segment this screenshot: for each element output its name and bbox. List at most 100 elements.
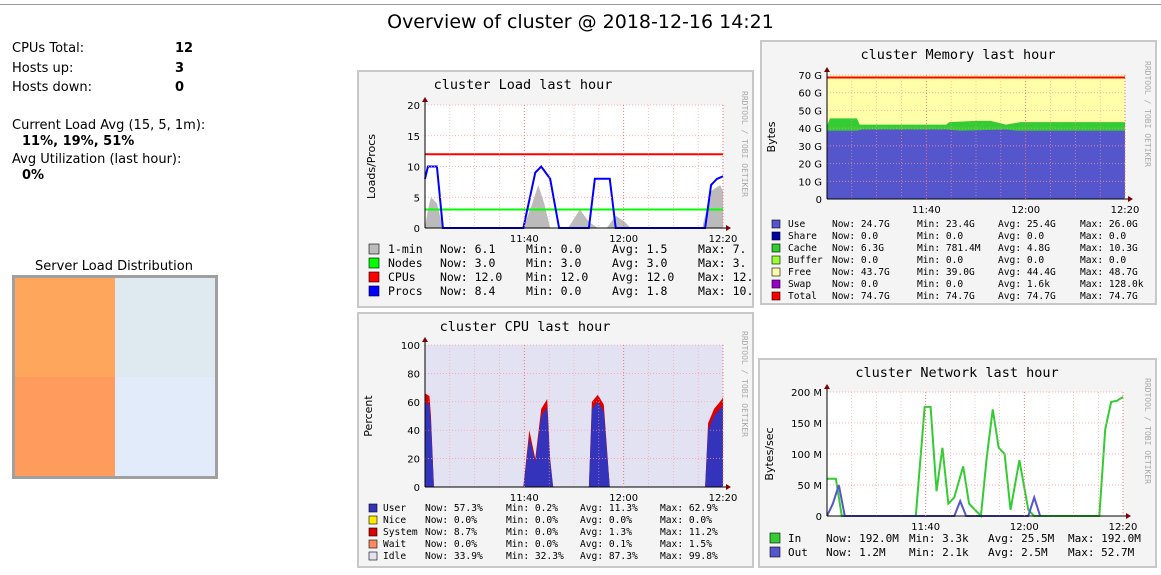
cpu-legend-swatch bbox=[368, 503, 378, 513]
network-xtick: 11:40 bbox=[911, 522, 940, 533]
load-legend-swatch bbox=[368, 285, 380, 297]
memory-legend-swatch bbox=[771, 267, 781, 277]
cpu-legend-max: Max: 1.5% bbox=[660, 539, 712, 550]
cluster-memory-graph[interactable]: cluster Memory last hour RRDTOOL / TOBI O… bbox=[760, 40, 1157, 305]
memory-legend-max: Max: 26.0G bbox=[1080, 219, 1138, 230]
hosts-up-value: 3 bbox=[175, 60, 185, 76]
cpu-ylabel: Percent bbox=[362, 395, 375, 437]
memory-legend-now: Now: 6.3G bbox=[832, 243, 884, 254]
load-svg: cluster Load last hour RRDTOOL / TOBI OET… bbox=[365, 77, 752, 298]
network-legend-avg: Avg: 25.5M bbox=[988, 532, 1055, 545]
memory-title: cluster Memory last hour bbox=[860, 47, 1055, 63]
cpu-legend-max: Max: 0.0% bbox=[660, 515, 712, 526]
server-load-distribution-map bbox=[12, 275, 218, 479]
load-ylabel: Loads/Procs bbox=[365, 134, 378, 199]
cpu-side-label: RRDTOOL / TOBI OETIKER bbox=[740, 331, 749, 437]
load-legend-max: Max: 7. bbox=[698, 242, 746, 256]
memory-legend-max: Max: 128.0k bbox=[1080, 279, 1144, 290]
load-legend-swatch bbox=[368, 243, 380, 255]
host-load-cell[interactable] bbox=[15, 377, 115, 476]
memory-legend-label: Free bbox=[788, 267, 811, 278]
cpu-legend-avg: Avg: 87.3% bbox=[580, 551, 638, 562]
memory-legend-label: Use bbox=[788, 219, 806, 230]
memory-legend-min: Min: 781.4M bbox=[917, 243, 981, 254]
cpu-legend-now: Now: 33.9% bbox=[425, 551, 483, 562]
cpu-legend-min: Min: 0.0% bbox=[506, 515, 558, 526]
cluster-network-graph[interactable]: cluster Network last hour RRDTOOL / TOBI … bbox=[758, 358, 1157, 568]
cpu-xtick: 12:00 bbox=[609, 493, 638, 504]
network-legend-now: Now: 1.2M bbox=[826, 546, 886, 559]
memory-legend-label: Swap bbox=[788, 279, 811, 290]
network-legend-max: Max: 192.0M bbox=[1068, 532, 1141, 545]
memory-ytick: 0 bbox=[816, 195, 822, 206]
memory-legend-avg: Avg: 4.8G bbox=[998, 243, 1050, 254]
load-legend-label: 1-min bbox=[388, 242, 423, 256]
memory-legend-max: Max: 74.7G bbox=[1080, 291, 1138, 302]
cluster-load-graph[interactable]: cluster Load last hour RRDTOOL / TOBI OET… bbox=[357, 70, 754, 308]
host-load-cell[interactable] bbox=[115, 377, 215, 476]
memory-legend-avg: Avg: 0.0 bbox=[998, 231, 1044, 242]
load-xtick: 12:00 bbox=[609, 234, 638, 245]
network-ytick: 200 M bbox=[791, 388, 822, 399]
avg-utilization-value: 0% bbox=[22, 168, 45, 183]
cpu-legend-swatch bbox=[368, 539, 378, 549]
memory-legend-avg: Avg: 1.6k bbox=[998, 279, 1050, 290]
network-legend-avg: Avg: 2.5M bbox=[988, 546, 1048, 559]
memory-legend-now: Now: 0.0 bbox=[832, 255, 878, 266]
load-ytick: 20 bbox=[407, 101, 420, 112]
memory-side-label: RRDTOOL / TOBI OETIKER bbox=[1143, 61, 1152, 167]
load-ytick: 10 bbox=[407, 163, 420, 174]
memory-legend-swatch bbox=[771, 243, 781, 253]
network-legend-min: Min: 3.3k bbox=[909, 532, 969, 545]
network-side-label: RRDTOOL / TOBI OETIKER bbox=[1143, 378, 1152, 484]
cpu-xtick: 11:40 bbox=[510, 493, 539, 504]
cpu-legend-min: Min: 0.0% bbox=[506, 527, 558, 538]
cpu-legend-swatch bbox=[368, 527, 378, 537]
cpu-legend-label: User bbox=[383, 503, 406, 514]
cpu-ytick: 100 bbox=[401, 341, 420, 352]
memory-ytick: 10 G bbox=[798, 177, 822, 188]
load-y-arrow bbox=[422, 97, 428, 102]
memory-xtick: 11:40 bbox=[912, 205, 941, 216]
memory-legend-swatch bbox=[771, 291, 781, 301]
network-ytick: 50 M bbox=[797, 481, 822, 492]
load-ytick: 0 bbox=[414, 224, 420, 235]
network-legend-label: Out bbox=[788, 546, 808, 559]
cpu-legend-avg: Avg: 1.3% bbox=[580, 527, 632, 538]
memory-y-arrow bbox=[824, 67, 830, 72]
cpu-legend-avg: Avg: 11.3% bbox=[580, 503, 638, 514]
network-svg: cluster Network last hour RRDTOOL / TOBI … bbox=[763, 365, 1152, 559]
load-legend-avg: Avg: 1.8 bbox=[612, 284, 667, 298]
memory-legend-min: Min: 0.0 bbox=[917, 255, 963, 266]
network-title: cluster Network last hour bbox=[855, 365, 1058, 381]
cpu-ytick: 0 bbox=[414, 483, 420, 494]
host-load-cell[interactable] bbox=[115, 278, 215, 377]
load-legend-swatch bbox=[368, 257, 380, 269]
memory-legend-min: Min: 23.4G bbox=[917, 219, 975, 230]
memory-legend-min: Min: 0.0 bbox=[917, 231, 963, 242]
network-out-line bbox=[826, 484, 1042, 517]
load-legend-min: Min: 0.0 bbox=[526, 284, 581, 298]
cluster-cpu-graph[interactable]: cluster CPU last hour RRDTOOL / TOBI OETI… bbox=[357, 312, 754, 568]
load-legend-label: Procs bbox=[388, 284, 423, 298]
memory-xtick: 12:00 bbox=[1011, 205, 1040, 216]
memory-legend-label: Cache bbox=[788, 243, 817, 254]
memory-legend-swatch bbox=[771, 279, 781, 289]
memory-legend-min: Min: 74.7G bbox=[917, 291, 975, 302]
memory-ytick: 70 G bbox=[798, 71, 822, 82]
network-xtick: 12:00 bbox=[1010, 522, 1039, 533]
cpu-xtick: 12:20 bbox=[709, 493, 738, 504]
memory-legend-label: Total bbox=[788, 291, 817, 302]
memory-x-arrow bbox=[1128, 196, 1133, 202]
network-ylabel: Bytes/sec bbox=[763, 427, 776, 480]
network-legend-label: In bbox=[788, 532, 801, 545]
memory-legend-swatch bbox=[771, 255, 781, 265]
current-load-value: 11%, 19%, 51% bbox=[22, 134, 135, 149]
host-load-cell[interactable] bbox=[15, 278, 115, 377]
cpu-svg: cluster CPU last hour RRDTOOL / TOBI OETI… bbox=[362, 319, 749, 562]
network-legend-swatch bbox=[769, 546, 781, 558]
network-ytick: 150 M bbox=[791, 419, 822, 430]
cpu-legend-now: Now: 0.0% bbox=[425, 515, 477, 526]
load-legend-now: Now: 3.0 bbox=[440, 256, 495, 270]
cpu-legend-swatch bbox=[368, 551, 378, 561]
